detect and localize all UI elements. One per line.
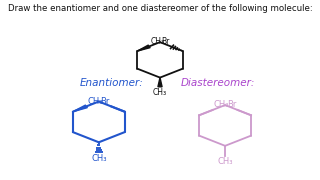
Text: CH₃: CH₃ xyxy=(153,88,167,97)
Polygon shape xyxy=(73,105,87,112)
Text: CH₃: CH₃ xyxy=(150,37,164,46)
Polygon shape xyxy=(158,78,162,87)
Text: CH₃: CH₃ xyxy=(88,96,103,105)
Text: Draw the enantiomer and one diastereomer of the following molecule:: Draw the enantiomer and one diastereomer… xyxy=(8,4,312,13)
Text: Br: Br xyxy=(100,96,110,105)
Text: Diastereomer:: Diastereomer: xyxy=(181,78,255,88)
Text: CH₃: CH₃ xyxy=(217,157,233,166)
Text: CH₃: CH₃ xyxy=(91,154,107,163)
Text: Br: Br xyxy=(161,37,170,46)
Polygon shape xyxy=(138,45,150,51)
Text: CH₃: CH₃ xyxy=(214,100,229,109)
Text: Br: Br xyxy=(227,100,236,109)
Text: Enantiomer:: Enantiomer: xyxy=(79,78,143,88)
